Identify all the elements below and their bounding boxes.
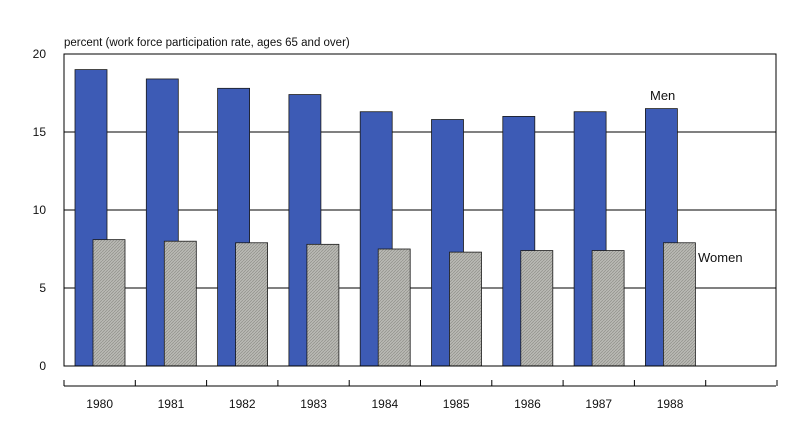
series-label-men: Men (650, 88, 675, 103)
y-tick-label: 20 (33, 47, 47, 61)
y-axis-label: percent (work force participation rate, … (64, 37, 350, 49)
x-tick-label: 1980 (86, 397, 113, 411)
x-tick-label: 1982 (229, 397, 256, 411)
bar-women-1980 (92, 239, 126, 367)
x-tick-label: 1981 (158, 397, 185, 411)
x-tick-label: 1984 (371, 397, 398, 411)
y-tick-label: 0 (39, 359, 46, 373)
x-tick-label: 1985 (443, 397, 470, 411)
bar-women-1986 (520, 250, 554, 367)
x-ticks: 1980 1981 1982 1983 1984 1985 1986 1987 1988 (63, 380, 778, 411)
x-tick-label: 1986 (514, 397, 541, 411)
bar-women-1983 (306, 243, 340, 367)
bar-women-1982 (235, 242, 269, 367)
bar-women-1984 (377, 248, 411, 367)
bar-women-1987 (591, 250, 625, 367)
bar-women-1981 (163, 240, 197, 367)
bars (74, 69, 696, 367)
y-tick-label: 10 (33, 203, 47, 217)
x-tick-label: 1988 (657, 397, 684, 411)
bar-women-1988 (663, 242, 696, 367)
x-tick-label: 1987 (585, 397, 612, 411)
bar-women-1985 (449, 251, 482, 367)
series-label-women: Women (698, 250, 743, 265)
y-tick-label: 15 (33, 125, 47, 139)
x-tick-label: 1983 (300, 397, 327, 411)
y-tick-label: 5 (39, 281, 46, 295)
y-tick-labels: 0 5 10 15 20 (33, 47, 47, 373)
